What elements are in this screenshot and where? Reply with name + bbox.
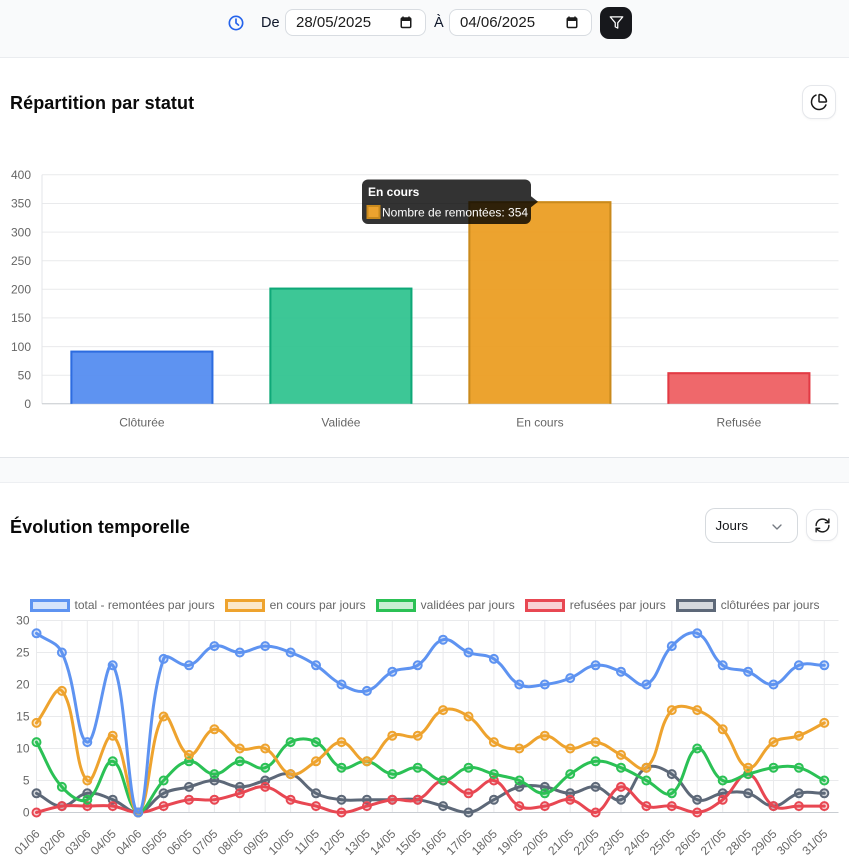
- svg-text:14/05: 14/05: [367, 826, 398, 856]
- svg-text:02/06: 02/06: [37, 826, 68, 856]
- svg-text:En cours: En cours: [516, 416, 563, 430]
- svg-text:25: 25: [16, 646, 30, 660]
- svg-text:22/05: 22/05: [571, 826, 602, 856]
- svg-text:08/05: 08/05: [215, 826, 246, 856]
- svg-text:Clôturée: Clôturée: [119, 416, 165, 430]
- svg-text:12/05: 12/05: [316, 826, 347, 856]
- svg-text:19/05: 19/05: [494, 826, 525, 856]
- svg-text:28/05: 28/05: [723, 826, 754, 856]
- svg-text:10/05: 10/05: [266, 826, 297, 856]
- svg-text:15: 15: [16, 710, 30, 724]
- svg-text:04/05: 04/05: [88, 826, 119, 856]
- svg-text:350: 350: [11, 197, 31, 211]
- svg-text:04/06: 04/06: [113, 826, 144, 856]
- svg-text:11/05: 11/05: [292, 826, 323, 856]
- svg-text:100: 100: [11, 340, 31, 354]
- svg-text:09/05: 09/05: [240, 826, 271, 856]
- svg-text:20/05: 20/05: [520, 826, 551, 856]
- svg-text:10: 10: [16, 742, 30, 756]
- svg-text:25/05: 25/05: [647, 826, 678, 856]
- svg-text:400: 400: [11, 168, 31, 182]
- svg-text:07/05: 07/05: [189, 826, 220, 856]
- svg-text:0: 0: [24, 397, 31, 411]
- svg-text:03/06: 03/06: [62, 826, 93, 856]
- svg-text:Nombre de remontées: 354: Nombre de remontées: 354: [382, 206, 528, 220]
- svg-text:31/05: 31/05: [799, 826, 830, 856]
- svg-text:150: 150: [11, 311, 31, 325]
- svg-text:30/05: 30/05: [774, 826, 805, 856]
- svg-text:30: 30: [16, 614, 30, 628]
- svg-text:16/05: 16/05: [418, 826, 449, 856]
- svg-text:15/05: 15/05: [393, 826, 424, 856]
- svg-text:27/05: 27/05: [698, 826, 729, 856]
- svg-text:05/05: 05/05: [139, 826, 170, 856]
- svg-text:01/06: 01/06: [11, 826, 42, 856]
- svg-text:50: 50: [18, 368, 32, 382]
- svg-text:17/05: 17/05: [443, 826, 474, 856]
- svg-text:5: 5: [23, 774, 30, 788]
- svg-text:300: 300: [11, 225, 31, 239]
- svg-text:0: 0: [23, 806, 30, 820]
- svg-text:26/05: 26/05: [672, 826, 703, 856]
- svg-text:18/05: 18/05: [469, 826, 500, 856]
- svg-text:20: 20: [16, 678, 30, 692]
- svg-text:21/05: 21/05: [545, 826, 576, 856]
- svg-text:Validée: Validée: [321, 416, 360, 430]
- svg-text:23/05: 23/05: [596, 826, 627, 856]
- svg-text:200: 200: [11, 283, 31, 297]
- svg-text:Refusée: Refusée: [717, 416, 762, 430]
- svg-text:24/05: 24/05: [621, 826, 652, 856]
- svg-text:13/05: 13/05: [342, 826, 373, 856]
- svg-text:En cours: En cours: [368, 185, 420, 199]
- svg-text:250: 250: [11, 254, 31, 268]
- svg-text:29/05: 29/05: [748, 826, 779, 856]
- svg-text:06/05: 06/05: [164, 826, 195, 856]
